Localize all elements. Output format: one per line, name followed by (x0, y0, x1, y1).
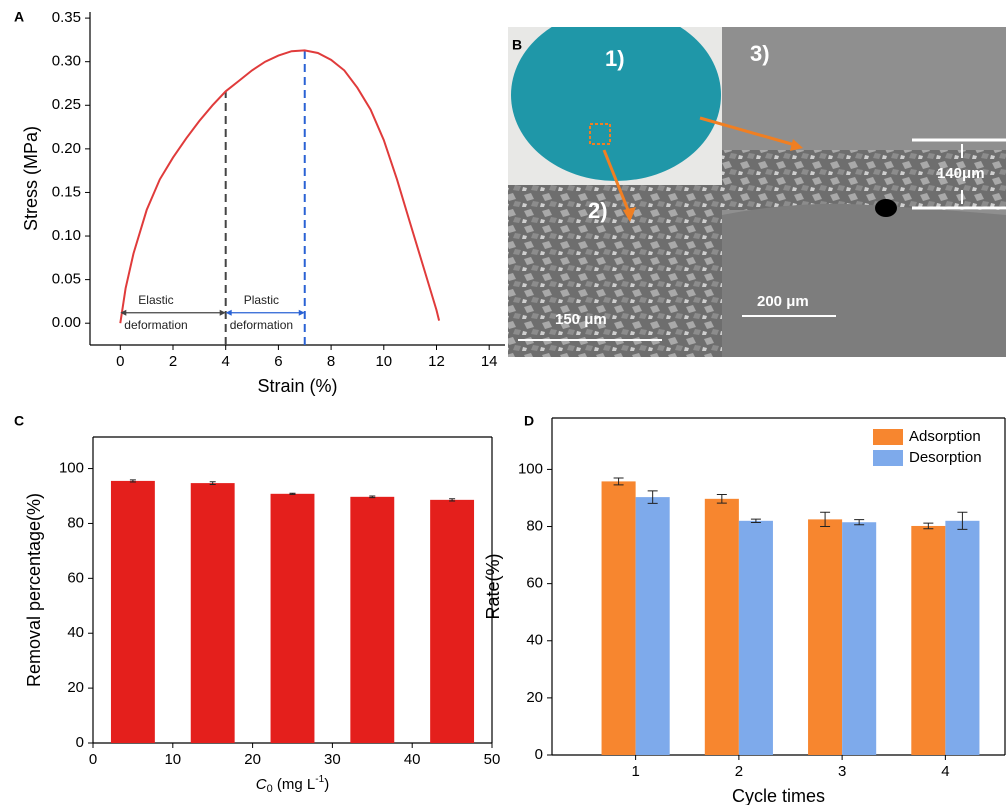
y-axis-title: Rate(%) (483, 553, 503, 619)
x-axis-title: Cycle times (732, 786, 825, 805)
membrane-disc (511, 9, 721, 181)
scale-text: 150 μm (555, 311, 607, 328)
x-tick-label: 2 (169, 353, 177, 370)
annotation: Elastic (138, 293, 173, 307)
bar (739, 521, 773, 755)
y-tick-label: 0.35 (52, 9, 81, 26)
x-axis-title-part: (mg L (273, 776, 316, 793)
bar (636, 497, 670, 755)
y-tick-label: 0.25 (52, 96, 81, 113)
y-tick-label: 60 (526, 575, 543, 592)
legend-label: Adsorption (909, 428, 981, 445)
x-tick-label: 4 (941, 763, 949, 780)
y-tick-label: 40 (526, 632, 543, 649)
y-tick-label: 0 (76, 734, 84, 751)
y-tick-label: 20 (526, 689, 543, 706)
x-tick-label: 50 (484, 751, 501, 768)
annotation: deformation (230, 318, 293, 332)
y-tick-label: 0.00 (52, 314, 81, 331)
x-tick-label: 14 (481, 353, 498, 370)
x-tick-label: 30 (324, 751, 341, 768)
x-tick-label: 10 (375, 353, 392, 370)
x-tick-label: 6 (274, 353, 282, 370)
bar (602, 481, 636, 755)
y-axis-title: Removal percentage(%) (24, 493, 44, 687)
y-tick-label: 0 (535, 746, 543, 763)
legend-swatch (873, 429, 903, 445)
bar (705, 499, 739, 755)
bar (842, 522, 876, 755)
x-tick-label: 3 (838, 763, 846, 780)
annotation: deformation (124, 318, 187, 332)
image-label: 1) (605, 46, 625, 71)
image-label: 2) (588, 198, 608, 223)
panel-label: A (14, 9, 24, 25)
x-axis-title: Strain (%) (257, 376, 337, 396)
y-tick-label: 80 (526, 517, 543, 534)
y-tick-label: 80 (67, 514, 84, 531)
x-tick-label: 4 (222, 353, 230, 370)
sem-substrate (722, 204, 1006, 357)
y-axis-title: Stress (MPa) (21, 126, 41, 231)
y-tick-label: 0.30 (52, 53, 81, 70)
x-tick-label: 12 (428, 353, 445, 370)
y-tick-label: 0.15 (52, 183, 81, 200)
y-tick-label: 100 (518, 460, 543, 477)
x-tick-label: 10 (164, 751, 181, 768)
error-bar (449, 499, 455, 501)
panel-label: D (524, 413, 534, 429)
bar (808, 519, 842, 755)
pore (875, 199, 897, 217)
bar (350, 497, 394, 743)
legend-swatch (873, 450, 903, 466)
bar (945, 521, 979, 755)
y-tick-label: 20 (67, 679, 84, 696)
image-label: 3) (750, 41, 770, 66)
x-tick-label: 40 (404, 751, 421, 768)
image-panel: 1) 2) 3) 140μm 150 μm 200 μm (508, 9, 1006, 357)
bar (271, 494, 315, 743)
x-axis-title-part: C (256, 776, 267, 793)
annotation: Plastic (244, 293, 279, 307)
scale-text: 200 μm (757, 293, 809, 310)
y-tick-label: 100 (59, 460, 84, 477)
y-tick-label: 40 (67, 624, 84, 641)
x-tick-label: 0 (116, 353, 124, 370)
bar (191, 483, 235, 743)
bar (430, 500, 474, 743)
legend-label: Desorption (909, 449, 982, 466)
sem-surface (508, 185, 722, 357)
x-axis-title-part: ) (324, 776, 329, 793)
x-tick-label: 20 (244, 751, 261, 768)
y-tick-label: 0.20 (52, 140, 81, 157)
x-axis-title: C0 (mg L-1) (256, 774, 329, 795)
panel-label: B (512, 37, 522, 53)
figure: 1) 2) 3) 140μm 150 μm 200 μm B A 0.00 0.05… (0, 0, 1006, 805)
x-tick-label: 1 (631, 763, 639, 780)
x-tick-label: 0 (89, 751, 97, 768)
stress-curve (120, 50, 439, 323)
x-tick-label: 8 (327, 353, 335, 370)
y-tick-label: 0.10 (52, 227, 81, 244)
scale-text: 140μm (937, 165, 985, 182)
y-tick-label: 60 (67, 569, 84, 586)
x-tick-label: 2 (735, 763, 743, 780)
y-tick-label: 0.05 (52, 271, 81, 288)
panel-label: C (14, 413, 24, 429)
bar (911, 526, 945, 755)
bar (111, 481, 155, 743)
